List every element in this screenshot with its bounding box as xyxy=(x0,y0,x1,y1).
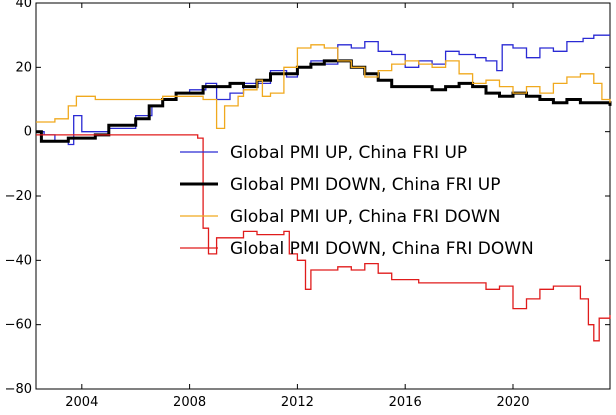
series-layer xyxy=(36,34,612,342)
tick-layer: −80 −60 −40 −20 0 20 40 2004 2008 2012 2016 2020 xyxy=(5,0,610,410)
y-tick-label: 0 xyxy=(24,125,32,140)
x-tick-label: 2020 xyxy=(496,395,529,410)
y-tick-label: −60 xyxy=(5,318,32,333)
x-tick-label: 2004 xyxy=(65,395,98,410)
legend-label-4: Global PMI DOWN, China FRI DOWN xyxy=(230,239,534,259)
series-line-3 xyxy=(36,44,611,130)
y-tick-label: −80 xyxy=(5,382,32,397)
x-tick-label: 2016 xyxy=(389,395,422,410)
y-tick-label: 40 xyxy=(15,0,32,11)
y-tick-label: −20 xyxy=(5,189,32,204)
x-tick-label: 2012 xyxy=(281,395,314,410)
legend-label-3: Global PMI UP, China FRI DOWN xyxy=(230,207,500,227)
legend-label-1: Global PMI UP, China FRI UP xyxy=(230,143,467,163)
legend: Global PMI UP, China FRI UP Global PMI DO… xyxy=(180,143,534,259)
plot-frame xyxy=(35,2,611,390)
y-tick-label: 20 xyxy=(15,60,32,75)
x-tick-label: 2008 xyxy=(173,395,206,410)
y-tick-label: −40 xyxy=(5,253,32,268)
legend-label-2: Global PMI DOWN, China FRI UP xyxy=(230,175,500,195)
series-line-4 xyxy=(36,134,611,342)
